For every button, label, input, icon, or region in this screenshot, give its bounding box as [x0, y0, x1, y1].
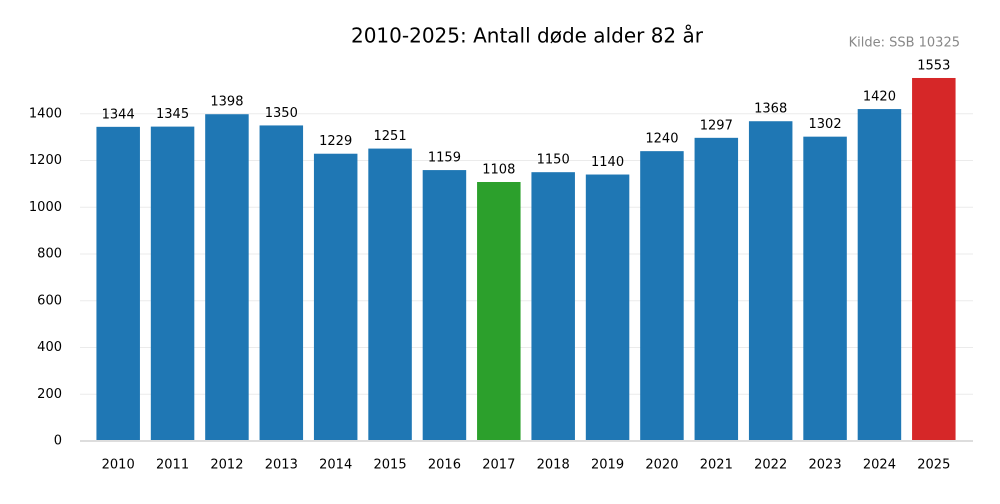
x-tick-label: 2011	[156, 458, 189, 473]
y-tick-label: 1400	[29, 106, 62, 121]
value-label: 1229	[319, 134, 352, 149]
x-tick-label: 2023	[809, 458, 842, 473]
bar	[368, 148, 412, 442]
bar	[694, 137, 739, 442]
value-label: 1350	[265, 106, 298, 121]
y-tick-label: 400	[37, 340, 62, 355]
x-tick-label: 2024	[863, 458, 896, 473]
bar	[150, 126, 195, 441]
x-tick-label: 2015	[374, 458, 407, 473]
y-tick-label: 600	[37, 293, 62, 308]
x-tick-label: 2020	[645, 458, 678, 473]
bar	[531, 172, 575, 441]
bar	[748, 121, 793, 441]
x-tick-label: 2014	[319, 458, 352, 473]
source-note: Kilde: SSB 10325	[849, 36, 960, 51]
value-label: 1345	[156, 107, 189, 122]
bar	[422, 170, 467, 442]
y-tick-label: 800	[37, 247, 62, 262]
x-tick-label: 2021	[700, 458, 733, 473]
x-tick-label: 2019	[591, 458, 624, 473]
value-label: 1553	[917, 58, 950, 73]
bar	[477, 182, 521, 441]
value-label: 1240	[645, 132, 678, 147]
y-tick-label: 0	[54, 434, 62, 449]
value-label: 1302	[809, 117, 842, 132]
y-tick-label: 1000	[29, 200, 62, 215]
value-label: 1251	[374, 129, 407, 144]
bar	[259, 125, 304, 441]
bar	[96, 126, 140, 441]
bar	[313, 153, 358, 441]
value-label: 1159	[428, 151, 461, 166]
bar	[803, 136, 847, 441]
y-tick-label: 1200	[29, 153, 62, 168]
x-tick-label: 2022	[754, 458, 787, 473]
x-tick-label: 2025	[917, 458, 950, 473]
value-label: 1297	[700, 118, 733, 133]
value-label: 1420	[863, 90, 896, 105]
value-label: 1108	[482, 163, 515, 178]
bar	[205, 114, 249, 441]
bar	[585, 174, 630, 441]
value-label: 1344	[102, 107, 135, 122]
bar	[640, 151, 684, 441]
value-label: 1398	[210, 95, 243, 110]
x-tick-label: 2012	[210, 458, 243, 473]
value-label: 1150	[537, 153, 570, 168]
chart-title: 2010-2025: Antall døde alder 82 år	[351, 24, 704, 48]
bar	[912, 77, 956, 441]
y-tick-label: 200	[37, 387, 62, 402]
x-tick-label: 2013	[265, 458, 298, 473]
value-label: 1140	[591, 155, 624, 170]
x-tick-label: 2018	[537, 458, 570, 473]
x-tick-label: 2017	[482, 458, 515, 473]
bar	[857, 109, 902, 441]
x-tick-label: 2016	[428, 458, 461, 473]
x-tick-label: 2010	[102, 458, 135, 473]
value-label: 1368	[754, 102, 787, 117]
